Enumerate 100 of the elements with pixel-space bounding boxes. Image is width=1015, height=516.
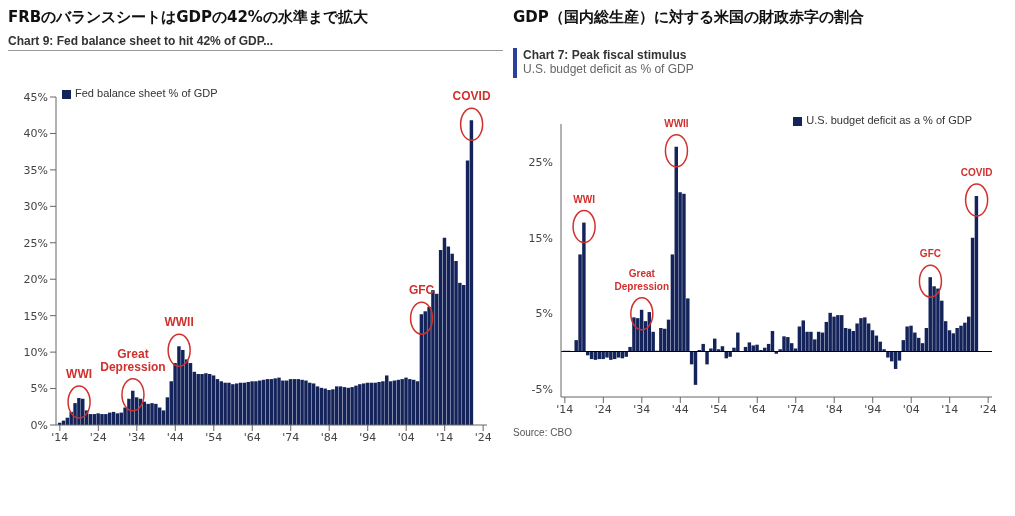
y-tick-label: 40% [23,127,48,141]
x-tick-label: '84 [825,402,843,416]
x-tick-label: '24 [979,402,997,416]
bar [905,326,909,352]
annotation: WWI [66,367,93,382]
y-tick-label: 0% [30,418,48,432]
bar [354,385,358,425]
x-tick-label: '64 [748,402,766,416]
legend-label: U.S. budget deficit as a % of GDP [806,114,972,126]
bar [936,288,940,352]
bar [227,382,231,425]
source-note: Source: CBO [513,427,573,438]
bar [659,327,663,352]
bar [404,377,408,425]
annotation: GFC [919,248,941,260]
chart-title: FRBのバランスシートはGDPの42%の水準まで拡大 [8,8,369,28]
y-tick-label: 45% [23,90,48,104]
bar [150,403,154,425]
bar [281,380,285,425]
bar [96,413,100,425]
bar [77,398,81,425]
x-tick-label: '24 [594,402,612,416]
bar [308,382,312,425]
bar [177,346,181,425]
bar [828,312,832,352]
legend-label: Fed balance sheet % of GDP [75,87,218,99]
bar [300,379,304,425]
bar [277,377,281,425]
bar [154,403,158,425]
bar [736,332,740,352]
x-tick-label: '84 [320,430,338,444]
bar [331,389,335,425]
y-tick-label: 15% [528,231,553,245]
bar [358,384,362,425]
bar [377,382,381,425]
bar [809,331,813,352]
annotation: WWII [664,117,689,129]
bar [119,412,123,425]
y-tick-label: 10% [23,346,48,360]
x-tick-label: '24 [89,430,107,444]
bar [250,381,254,425]
bar [181,349,185,425]
x-tick-label: '74 [787,402,805,416]
bar [705,351,709,365]
bar [246,382,250,425]
bar [223,382,227,425]
bar [408,379,412,425]
y-tick-label: 35% [23,163,48,177]
bar [959,325,963,352]
y-tick-label: 25% [23,236,48,250]
chart-title: GDP（国内総生産）に対する米国の財政赤字の割合 [513,8,865,28]
x-tick-label: '74 [282,430,300,444]
annotation: Great Depression [614,267,670,292]
x-tick-label: '54 [205,430,223,444]
x-tick-label: '04 [902,402,920,416]
bar [231,384,235,425]
x-tick-label: '54 [710,402,728,416]
x-tick-label: '04 [397,430,415,444]
bar [146,403,150,425]
x-tick-label: '64 [243,430,261,444]
x-tick-label: '34 [633,402,651,416]
chart-subtitle: Chart 9: Fed balance sheet to hit 42% of GDP... [8,34,503,51]
bar [682,193,686,352]
bar [582,222,586,352]
y-tick-label: 30% [23,200,48,214]
y-tick-label: 15% [23,309,48,323]
x-tick-label: '14 [51,430,69,444]
x-tick-label: '34 [128,430,146,444]
annotation: GFC [408,283,435,298]
x-tick-label: '14 [436,430,454,444]
bar [782,336,786,352]
y-axis-title: U.S. budget deficit as % of GDP [523,62,695,76]
y-tick-label: 20% [23,273,48,287]
bar [196,373,200,425]
bar [350,387,354,425]
bar [204,373,208,425]
annotation: WWI [573,193,596,205]
y-tick-label: -5% [531,383,553,397]
bar [863,317,867,352]
x-tick-label: '44 [166,430,184,444]
bar [254,381,258,425]
x-tick-label: '94 [864,402,882,416]
bar [327,390,331,425]
bar [400,379,404,425]
bar [832,316,836,352]
bar [200,373,204,425]
y-tick-label: 5% [30,382,48,396]
bar [373,382,377,425]
bar [104,414,108,425]
x-tick-label: '44 [671,402,689,416]
x-tick-label: '24 [474,430,492,444]
bar [909,325,913,352]
x-tick-label: '94 [359,430,377,444]
bar [304,380,308,425]
y-tick-label: 25% [528,155,553,169]
bar [131,390,135,425]
annotation: WWII [164,315,194,330]
annotation: COVID [960,167,993,179]
annotation: Great Depression [100,346,166,374]
x-tick-label: '14 [941,402,959,416]
